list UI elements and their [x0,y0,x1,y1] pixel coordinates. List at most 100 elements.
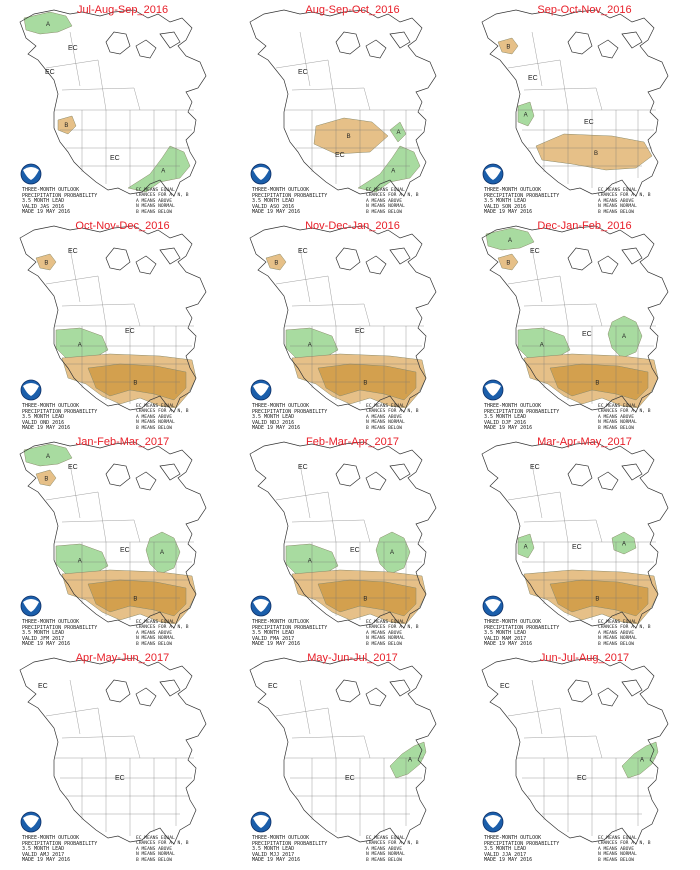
above-label: A [524,544,528,550]
state-boundary [69,679,81,735]
state-boundary [291,519,365,523]
above-label: A [46,454,50,460]
below-label: B [506,44,510,50]
above-label: A [308,342,312,348]
above-label: A [78,342,82,348]
outlook-key: EC MEANS EQUAL CHANCES FOR A, N, B A MEA… [366,620,419,647]
above-label: A [622,541,626,547]
state-boundary [133,735,141,759]
coastline [481,9,669,197]
outlook-legend: THREE-MONTH OUTLOOK PRECIPITATION PROBAB… [252,403,328,432]
above-normal-region [621,741,659,779]
above-normal-region [145,531,181,575]
outlook-map: A B A EC EC EC [19,9,207,197]
below-label: B [133,381,137,387]
coastline [335,463,361,487]
outlook-legend: THREE-MONTH OUTLOOK PRECIPITATION PROBAB… [22,403,98,432]
outlook-key: EC MEANS EQUAL CHANCES FOR A, N, B A MEA… [136,404,189,431]
coastline [567,247,593,271]
panel-title: Nov-Dec-Jan_2016 [305,220,400,232]
state-boundary [363,735,371,759]
state-boundary [559,707,569,759]
noaa-logo-icon [250,811,272,833]
outlook-map: B A B EC EC [481,9,669,197]
below-normal-region [265,253,287,271]
state-boundary [61,735,135,739]
outlook-panel: A EC EC May-Jun-Jul_2017 THREE-MONTH OUTLOOK… [240,650,465,865]
state-boundary [595,519,603,543]
below-label: B [363,597,367,603]
coastline [19,657,207,845]
above-normal-region [23,443,73,467]
outlook-legend: THREE-MONTH OUTLOOK PRECIPITATION PROBAB… [484,187,560,216]
outlook-map: A EC EC [481,657,669,845]
below-normal-region [497,253,519,271]
coastline [135,471,157,491]
state-boundary [531,31,543,87]
coastline [365,687,387,707]
noaa-logo-icon [20,379,42,401]
above-normal-region [607,315,643,359]
coastline [389,247,411,265]
coastline [597,471,619,491]
state-boundary [69,463,81,519]
outlook-panel: B A A EC EC Aug-Sep-Oct_2016 THREE-MONTH OUTLO… [240,2,465,217]
outlook-panel: B A B EC EC Sep-Oct-Nov_2016 THREE-MONTH OUTLO… [472,2,697,217]
coastline [481,225,669,413]
state-boundary [595,735,603,759]
state-boundary [507,59,561,69]
ec-label: EC [530,248,540,255]
state-boundary [291,87,365,91]
outlook-map: B A A EC EC [249,9,437,197]
state-boundary [523,87,597,91]
state-boundary [507,491,561,501]
ec-label: EC [115,775,125,782]
noaa-logo-icon [482,163,504,185]
above-label: A [540,342,544,348]
outlook-panel: B A B EC EC Oct-Nov-Dec_2016 THREE-MONTH OUTLO… [10,218,235,433]
panel-title: Jun-Jul-Aug_2017 [539,652,630,664]
coastline [365,39,387,59]
panel-title: Apr-May-Jun_2017 [75,652,170,664]
coastline [135,39,157,59]
ec-label: EC [268,683,278,690]
ec-label: EC [298,248,308,255]
state-boundary [61,303,135,307]
panel-title: Oct-Nov-Dec_2016 [75,220,170,232]
panel-title: Feb-Mar-Apr_2017 [306,436,399,448]
state-boundary [327,275,337,327]
outlook-map: EC EC [19,657,207,845]
ec-label: EC [110,155,120,162]
ec-label: EC [582,331,592,338]
outlook-map: A EC EC [249,657,437,845]
below-label: B [595,381,599,387]
noaa-logo-icon [250,163,272,185]
panel-title: Jan-Feb-Mar_2017 [75,436,170,448]
outlook-key: EC MEANS EQUAL CHANCES FOR A, N, B A MEA… [136,836,189,863]
state-boundary [559,275,569,327]
outlook-legend: THREE-MONTH OUTLOOK PRECIPITATION PROBAB… [22,619,98,648]
ec-label: EC [298,464,308,471]
noaa-logo-icon [482,595,504,617]
noaa-logo-icon [250,595,272,617]
noaa-logo-icon [482,811,504,833]
coastline [105,31,131,55]
state-boundary [97,707,107,759]
state-boundary [275,707,329,717]
coastline [159,31,181,49]
state-boundary [61,519,135,523]
outlook-key: EC MEANS EQUAL CHANCES FOR A, N, B A MEA… [366,188,419,215]
outlook-key: EC MEANS EQUAL CHANCES FOR A, N, B A MEA… [598,404,651,431]
coastline [159,463,181,481]
state-boundary [299,679,311,735]
coastline [567,31,593,55]
coastline [621,247,643,265]
coastline [19,9,207,197]
ec-label: EC [68,464,78,471]
above-label: A [390,550,394,556]
above-normal-region [517,533,535,559]
below-label: B [347,134,351,140]
above-normal-region [357,145,421,193]
ec-label: EC [125,328,135,335]
coastline [597,687,619,707]
